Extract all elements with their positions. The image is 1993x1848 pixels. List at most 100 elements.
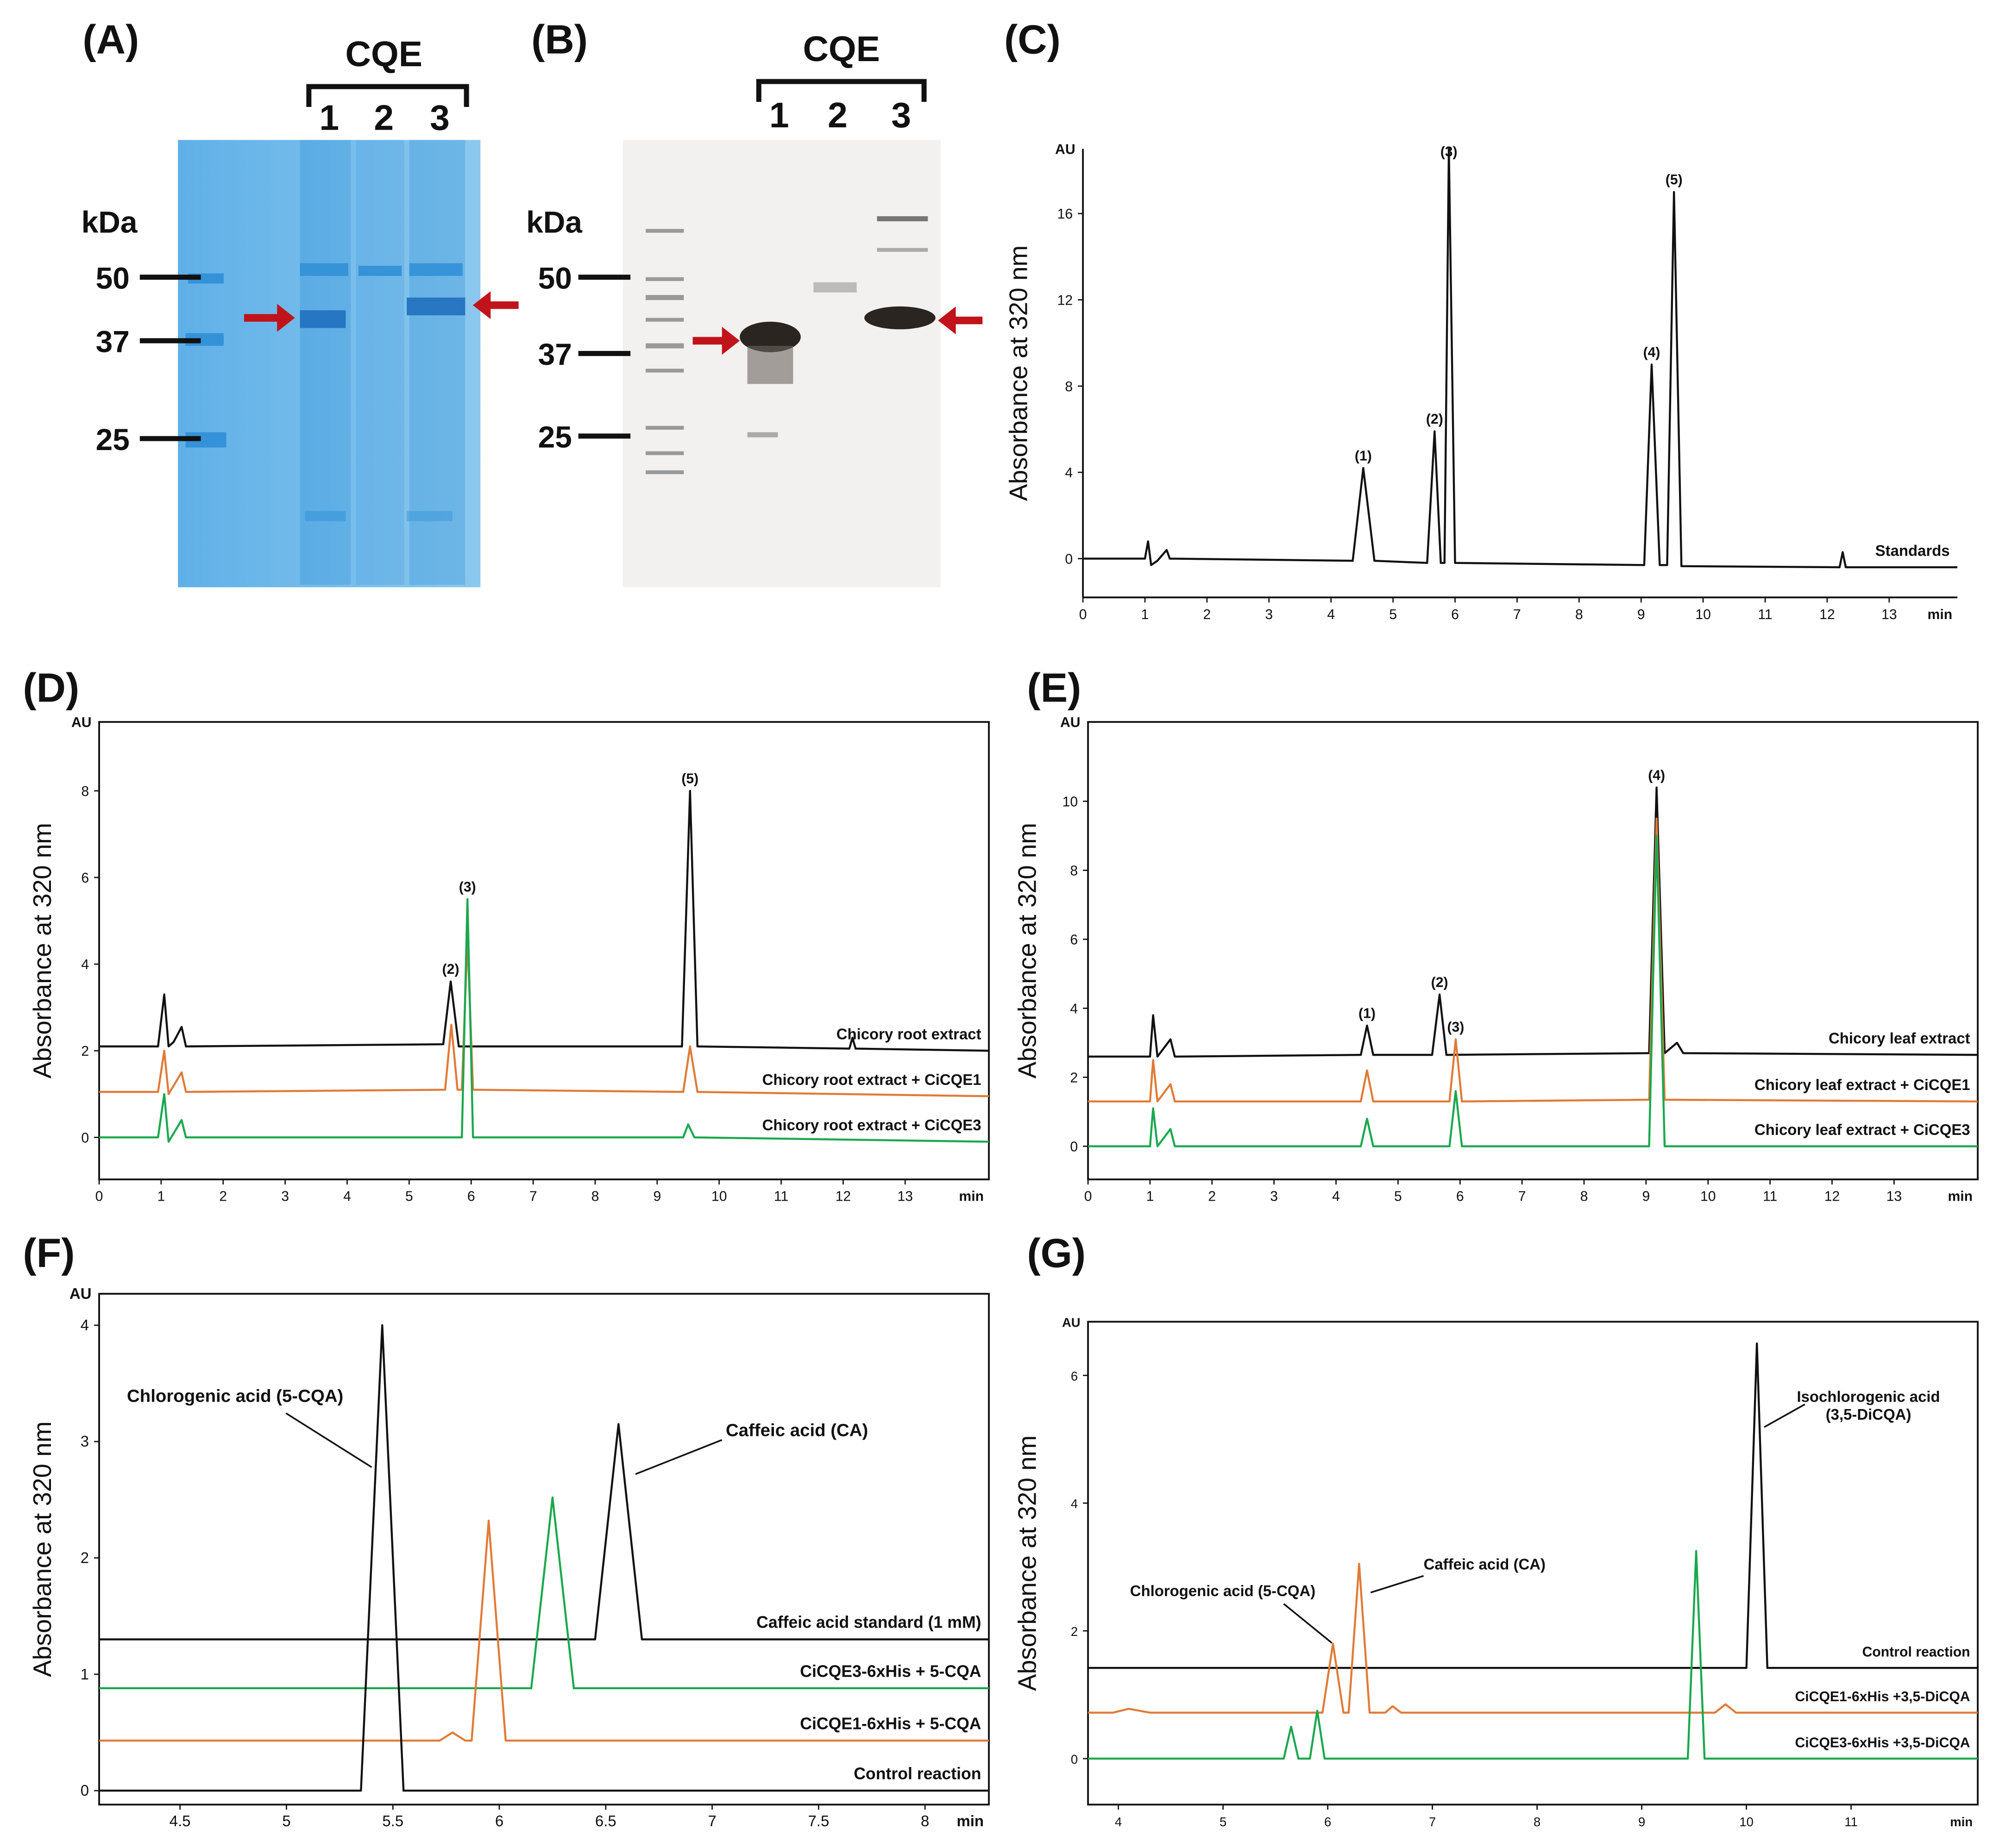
x-tick-label: 5 — [282, 1812, 290, 1829]
panel-label: (B) — [531, 17, 588, 63]
x-tick-label: 10 — [1695, 607, 1711, 622]
y-tick-label: 4 — [1070, 1002, 1078, 1017]
panel-label: (A) — [82, 17, 139, 63]
x-tick-label: 11 — [1844, 1815, 1857, 1829]
gel-bands — [185, 140, 465, 585]
x-tick-label: 3 — [1265, 607, 1273, 622]
trace-label: Chicory root extract + CiCQE3 — [762, 1116, 981, 1134]
gel-b — [622, 140, 941, 588]
x-tick-label: 12 — [1824, 1189, 1840, 1204]
callout-line — [1283, 1603, 1333, 1644]
x-tick-label: 8 — [1580, 1189, 1588, 1204]
lane-label: 3 — [430, 98, 450, 138]
x-tick-label: 7 — [1513, 607, 1521, 622]
callout-line — [285, 1412, 372, 1468]
gel-smear — [747, 345, 793, 384]
y-tick-label: 6 — [81, 871, 89, 886]
x-tick-label: 4 — [1115, 1815, 1122, 1829]
y-tick-label: 8 — [1070, 864, 1078, 879]
panel-label: (C) — [1004, 17, 1061, 63]
marker-label: 25 — [96, 422, 130, 457]
x-tick-label: 4 — [343, 1189, 351, 1204]
unit-label: kDa — [526, 205, 583, 239]
x-tick-label: 4 — [1327, 607, 1335, 622]
trace — [99, 789, 989, 1052]
trace — [99, 1324, 989, 1792]
callout-label: (3,5-DiCQA) — [1826, 1406, 1911, 1423]
x-tick-label: 5 — [1220, 1815, 1226, 1829]
lane-label: 3 — [891, 95, 911, 135]
x-tick-label: 13 — [898, 1189, 913, 1204]
x-tick-label: 11 — [774, 1189, 788, 1204]
gel-bands — [646, 216, 928, 475]
marker-label: 50 — [96, 261, 130, 295]
trace — [99, 898, 989, 1143]
y-tick-label: 0 — [81, 1130, 89, 1146]
y-axis-label: Absorbance at 320 nm — [1013, 823, 1042, 1078]
x-tick-label: 5 — [1394, 1189, 1402, 1204]
x-tick-label: 5 — [405, 1189, 413, 1204]
trace — [1083, 148, 1958, 569]
y-tick-label: 6 — [1070, 933, 1078, 948]
trace — [1088, 834, 1978, 1147]
y-tick-label: 2 — [1070, 1071, 1078, 1086]
trace-label: Chicory leaf extract — [1829, 1029, 1970, 1046]
trace-label: CiCQE1-6xHis +3,5-DiCQA — [1795, 1689, 1970, 1704]
trace-label: Chicory leaf extract + CiCQE3 — [1754, 1121, 1970, 1138]
peak-label: (2) — [1426, 412, 1443, 427]
gel-band — [864, 306, 936, 330]
peak-label: (2) — [442, 962, 459, 977]
brackets — [306, 79, 927, 107]
y-tick-label: 8 — [1065, 379, 1073, 395]
x-tick-label: 12 — [1819, 607, 1835, 622]
x-unit: min — [959, 1189, 984, 1204]
lane-label: 1 — [319, 98, 339, 138]
peak-label: (4) — [1643, 345, 1660, 360]
x-tick-label: 11 — [1758, 607, 1772, 622]
trace-label: CiCQE1-6xHis + 5-CQA — [800, 1714, 981, 1733]
chart: 4 5 6 7 8 9 10 11 0 2 4 6 AU min Absorbance at 320 nm (… — [1013, 1230, 1979, 1829]
trace-label: CiCQE3-6xHis +3,5-DiCQA — [1795, 1735, 1970, 1750]
callout-label: Chlorogenic acid (5-CQA) — [1130, 1582, 1316, 1599]
callout-label: Chlorogenic acid (5-CQA) — [127, 1386, 343, 1406]
callout-label: Caffeic acid (CA) — [1424, 1556, 1546, 1573]
marker-label: 50 — [538, 261, 572, 295]
gel-a — [178, 140, 481, 588]
trace-label: Chicory root extract + CiCQE1 — [762, 1071, 981, 1088]
callout-line — [635, 1439, 723, 1475]
trace-label: Control reaction — [854, 1764, 981, 1783]
x-tick-label: 12 — [836, 1189, 851, 1204]
panel-label: (F) — [23, 1230, 75, 1276]
trace-label: Chicory leaf extract + CiCQE1 — [1754, 1076, 1970, 1093]
y-unit: AU — [1055, 142, 1075, 157]
plot-frame — [1087, 721, 1979, 1181]
lane-label: 2 — [828, 95, 848, 135]
panel-label: (E) — [1027, 665, 1081, 710]
lane-label: 1 — [769, 95, 789, 135]
trace — [99, 937, 989, 1097]
trace-label: Caffeic acid standard (1 mM) — [756, 1613, 981, 1632]
plot-frame — [98, 721, 990, 1181]
y-axis-label: Absorbance at 320 nm — [1013, 1435, 1042, 1691]
x-tick-label: 7 — [1429, 1815, 1436, 1829]
y-tick-label: 4 — [81, 1316, 89, 1334]
x-unit: min — [1928, 607, 1953, 622]
y-tick-label: 3 — [81, 1433, 89, 1450]
x-tick-label: 9 — [1637, 607, 1645, 622]
peak-label: (3) — [1440, 144, 1458, 160]
y-tick-label: 4 — [1065, 465, 1073, 481]
callout-label: Caffeic acid (CA) — [726, 1420, 868, 1440]
trace-label: Chicory root extract — [836, 1026, 981, 1043]
unit-label: kDa — [82, 205, 138, 239]
x-tick-label: 6 — [1324, 1815, 1331, 1829]
x-tick-label: 8 — [1575, 607, 1583, 622]
y-axis-label: Absorbance at 320 nm — [28, 823, 57, 1078]
x-tick-label: 7 — [529, 1189, 537, 1204]
arrows — [244, 291, 983, 355]
x-tick-label: 9 — [1638, 1815, 1645, 1829]
y-tick-label: 4 — [81, 957, 89, 972]
y-tick-label: 10 — [1063, 795, 1078, 810]
callout-label: Isochlorogenic acid — [1797, 1388, 1940, 1405]
y-tick-label: 6 — [1071, 1369, 1078, 1383]
trace-label: Standards — [1875, 542, 1950, 559]
